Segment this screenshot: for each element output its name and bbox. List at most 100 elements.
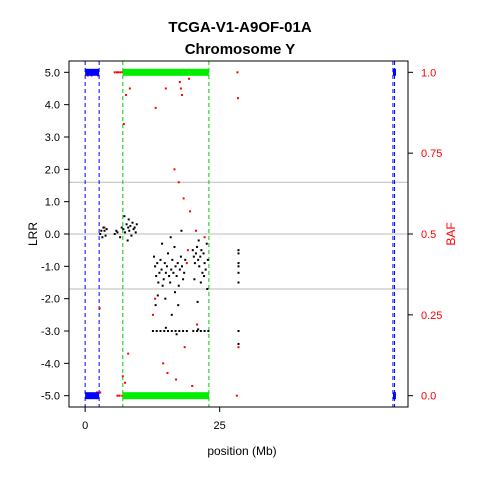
lrr-point [102, 226, 105, 229]
lrr-point [170, 268, 173, 271]
lrr-point [123, 231, 126, 234]
lrr-point [174, 330, 177, 333]
baf-point [196, 323, 199, 326]
lrr-tick-label: 0.0 [45, 229, 60, 241]
lrr-axis-ticks: 5.0 4.0 3.0 2.0 1.0 0.0 -1.0 -2.0 -3.0 -4.0 -5.0 [41, 67, 69, 403]
lrr-point [193, 278, 196, 281]
lrr-point [198, 265, 201, 268]
lrr-point [161, 284, 164, 287]
lrr-point [120, 226, 123, 229]
lrr-point [134, 231, 137, 234]
lrr-point [200, 249, 203, 252]
baf-point [151, 313, 154, 316]
baf-point [115, 71, 118, 74]
baf-point [187, 77, 190, 80]
position-tick-label: 25 [214, 420, 226, 432]
baf-point [119, 71, 122, 74]
baf-point [127, 352, 130, 355]
baf-point [203, 236, 206, 239]
baf-point [164, 87, 167, 90]
lrr-point [162, 278, 165, 281]
segment-bar-bottom [122, 392, 209, 400]
lrr-point [100, 229, 103, 232]
chart-subtitle: Chromosome Y [185, 41, 296, 58]
baf-tick-label: 0.0 [421, 391, 436, 403]
lrr-point [167, 252, 170, 255]
lrr-point [206, 287, 209, 290]
lrr-point [173, 245, 176, 248]
lrr-tick-label: -4.0 [41, 358, 60, 370]
baf-point [237, 346, 240, 349]
lrr-point [126, 239, 129, 242]
lrr-point [204, 268, 207, 271]
lrr-point [157, 281, 160, 284]
lrr-point [176, 262, 179, 265]
lrr-point [197, 239, 200, 242]
x-axis-label: position (Mb) [207, 444, 276, 458]
lrr-point [182, 330, 185, 333]
lrr-point [115, 229, 118, 232]
lrr-point [160, 268, 163, 271]
lrr-point [158, 271, 161, 274]
lrr-point [175, 275, 178, 278]
baf-tick-label: 1.0 [421, 67, 436, 79]
baf-point [189, 210, 192, 213]
lrr-point [196, 300, 199, 303]
lrr-point [237, 252, 240, 255]
lrr-point [170, 330, 173, 333]
lrr-point [156, 294, 159, 297]
baf-point [113, 71, 116, 74]
baf-tick-label: 0.5 [421, 229, 436, 241]
baf-point [175, 378, 178, 381]
lrr-point [119, 236, 122, 239]
lrr-point [193, 262, 196, 265]
lrr-tick-label: 2.0 [45, 164, 60, 176]
baf-tick-label: 0.25 [421, 310, 442, 322]
lrr-tick-label: 5.0 [45, 67, 60, 79]
lrr-point [183, 271, 186, 274]
lrr-point [154, 265, 157, 268]
baf-point [103, 226, 106, 229]
lrr-point [163, 330, 166, 333]
segment-bar-top [392, 68, 396, 76]
lrr-point [170, 313, 173, 316]
lrr-point [179, 255, 182, 258]
baf-point [181, 93, 183, 96]
lrr-point [135, 223, 138, 226]
lrr-point [169, 281, 172, 284]
lrr-point [199, 281, 202, 284]
lrr-point [128, 229, 131, 232]
lrr-point [184, 258, 187, 261]
lrr-point [155, 330, 158, 333]
lrr-point [196, 330, 199, 333]
lrr-point [177, 304, 180, 307]
baf-point [235, 394, 238, 397]
lrr-point [199, 330, 202, 333]
baf-point [98, 307, 101, 310]
lrr-point [125, 223, 128, 226]
baf-point [116, 394, 119, 397]
lrr-point [201, 271, 204, 274]
baf-point [179, 87, 182, 90]
lrr-point [123, 215, 126, 218]
lrr-point [202, 252, 205, 255]
baf-point [236, 71, 239, 74]
y-axis-right-label: BAF [444, 222, 458, 245]
baf-point [191, 384, 194, 387]
lrr-point [199, 255, 202, 258]
lrr-point [178, 330, 181, 333]
lrr-point [237, 281, 240, 284]
lrr-point [151, 330, 154, 333]
lrr-point [205, 242, 208, 245]
lrr-point [164, 326, 167, 329]
lrr-point [101, 236, 104, 239]
lrr-point [177, 284, 180, 287]
y-axis-left-label: LRR [26, 222, 40, 246]
lrr-point [192, 255, 195, 258]
position-tick-label: 0 [82, 420, 88, 432]
lrr-point [203, 275, 206, 278]
lrr-point [180, 229, 183, 232]
baf-point [128, 87, 131, 90]
lrr-point [197, 258, 200, 261]
